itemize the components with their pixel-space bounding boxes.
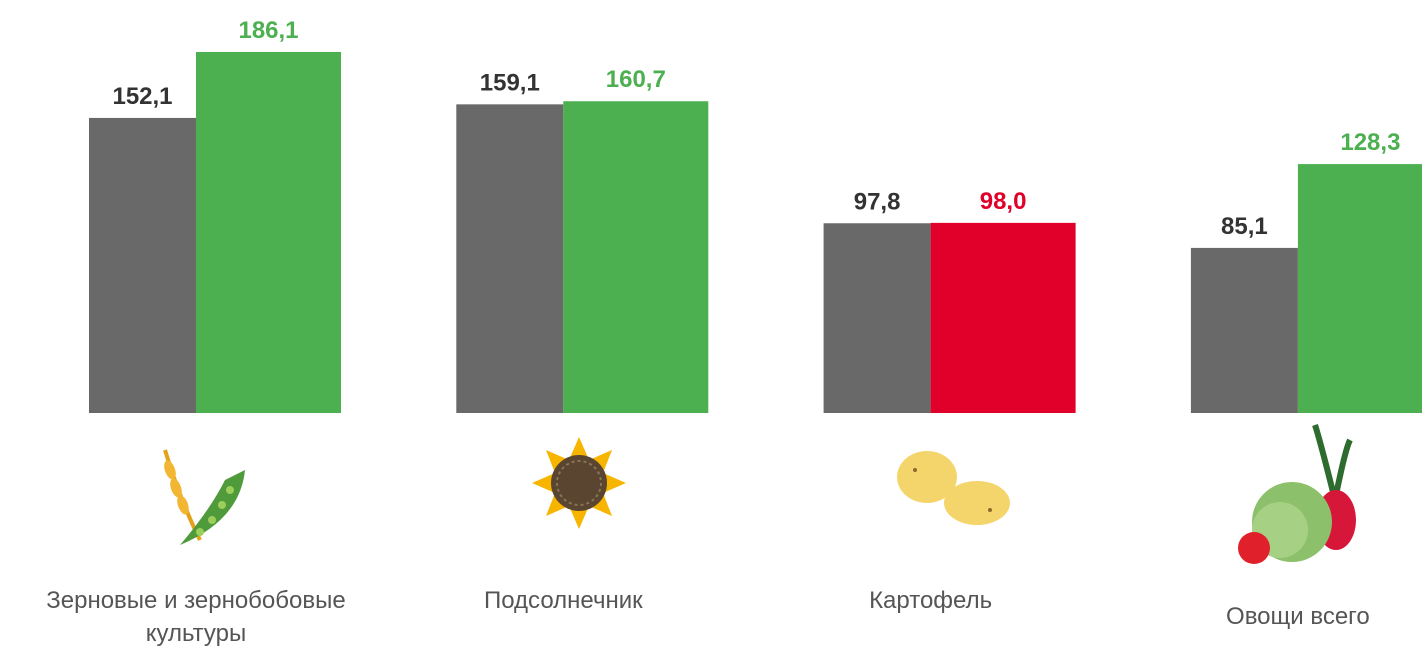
category-label: Овощи всего — [1128, 600, 1422, 633]
value-label: 98,0 — [980, 188, 1027, 215]
bar — [196, 52, 341, 413]
potato-icon — [897, 451, 1010, 525]
value-label: 128,3 — [1340, 129, 1400, 156]
page: {"chart_data": {"type": "bar", "categori… — [0, 0, 1422, 645]
bar — [1298, 164, 1422, 413]
chart: 152,1 186,1 159,1 160,7 97,8 98,0 85,1 128,3 — [0, 0, 1422, 645]
vegetables-icon — [1238, 425, 1356, 564]
value-label: 152,1 — [112, 83, 172, 110]
category-label: Зерновые и зернобобовые культуры — [26, 584, 366, 650]
bar — [563, 101, 708, 413]
category-label: Подсолнечник — [393, 584, 733, 617]
grain-icon — [162, 450, 245, 545]
value-label: 186,1 — [238, 17, 298, 44]
value-label: 159,1 — [480, 69, 540, 96]
bar — [89, 118, 196, 413]
value-label: 97,8 — [854, 188, 901, 215]
bar — [824, 223, 931, 413]
sunflower-icon — [532, 437, 626, 529]
bar — [1191, 248, 1298, 413]
value-label: 160,7 — [606, 66, 666, 93]
value-label: 85,1 — [1221, 213, 1268, 240]
category-label: Картофель — [761, 584, 1101, 617]
bar — [931, 223, 1076, 413]
bar — [456, 104, 563, 413]
